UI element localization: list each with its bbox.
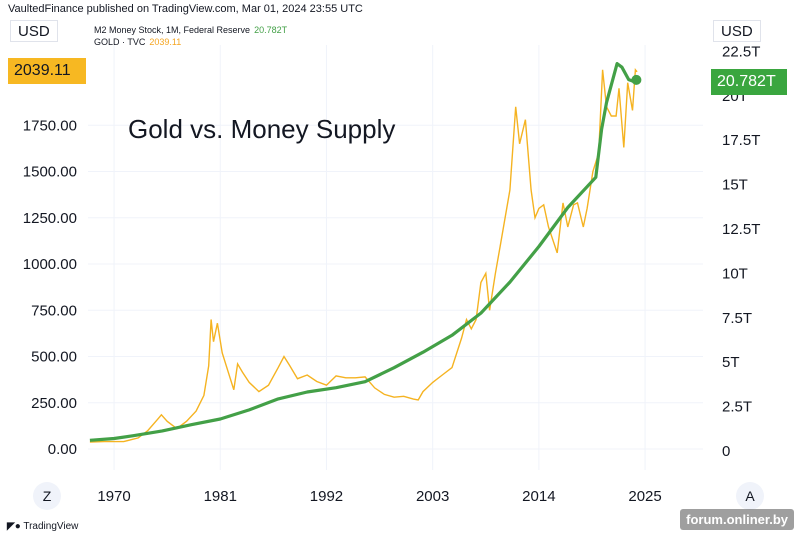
legend-label-gold: GOLD · TVC [94,37,146,47]
left-tick-label: 750.00 [31,302,77,319]
right-tick-label: 0 [722,443,730,460]
right-tick-label: 22.5T [722,43,760,60]
m2-last-point [631,74,642,85]
x-tick-label: 1992 [310,488,343,505]
right-tick-label: 12.5T [722,221,760,238]
right-tick-label: 10T [722,265,748,282]
legend-row-m2[interactable]: M2 Money Stock, 1M, Federal Reserve 20.78… [94,25,287,35]
x-tick-label: 2003 [416,488,449,505]
right-unit-button[interactable]: USD [713,20,761,42]
left-tick-label: 0.00 [48,441,77,458]
left-tick-label: 1500.00 [23,164,77,181]
zoom-left-button[interactable]: Z [33,482,61,510]
right-tick-label: 2.5T [722,399,752,416]
x-tick-label: 1970 [97,488,130,505]
tradingview-brand-label: TradingView [23,521,79,532]
left-unit-button[interactable]: USD [10,20,58,42]
right-tick-label: 7.5T [722,310,752,327]
legend-value-m2: 20.782T [254,25,288,35]
right-tick-label: 17.5T [722,132,760,149]
gold-series-line [89,68,638,443]
watermark: forum.onliner.by [680,509,794,530]
legend-value-gold: 2039.11 [149,37,182,47]
left-tick-label: 1250.00 [23,210,77,227]
left-tick-label: 250.00 [31,395,77,412]
right-tick-label: 15T [722,177,748,194]
x-tick-label: 2025 [628,488,661,505]
m2-series-line [89,61,638,442]
m2-value-badge: 20.782T [711,69,787,95]
x-tick-label: 1981 [204,488,237,505]
gold-price-badge: 2039.11 [8,58,86,84]
x-tick-label: 2014 [522,488,555,505]
chart-title: Gold vs. Money Supply [128,114,395,144]
tradingview-brand: ◤● TradingView [7,521,78,532]
left-tick-label: 500.00 [31,349,77,366]
auto-scale-button[interactable]: A [736,482,764,510]
publisher-line: VaultedFinance published on TradingView.… [8,3,363,15]
legend-row-gold[interactable]: GOLD · TVC 2039.11 [94,37,181,47]
left-tick-label: 1750.00 [23,117,77,134]
tradingview-logo-icon: ◤● [7,521,21,532]
legend-label-m2: M2 Money Stock, 1M, Federal Reserve [94,25,251,35]
right-tick-label: 5T [722,354,740,371]
left-tick-label: 1000.00 [23,256,77,273]
